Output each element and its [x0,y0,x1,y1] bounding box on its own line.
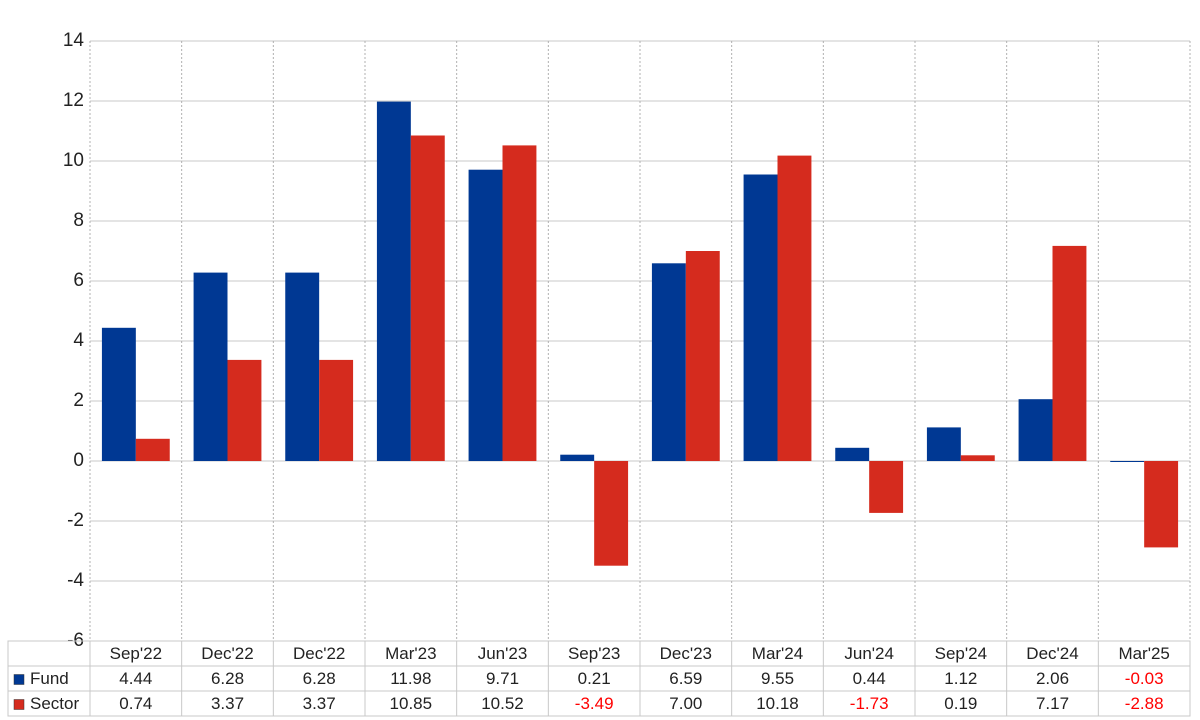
y-tick-label: 2 [73,390,84,411]
table-value: 10.85 [390,694,433,713]
x-tick-label: Dec'22 [201,644,253,663]
table-value: 4.44 [119,669,152,688]
bar [376,101,411,461]
legend-swatch [13,674,25,685]
table-value: 6.28 [211,669,244,688]
x-tick-label: Dec'22 [293,644,345,663]
table-value: 0.19 [944,694,977,713]
bar [227,359,262,461]
bar [410,135,445,461]
table-value: 9.55 [761,669,794,688]
bar [560,454,595,461]
table-value: 11.98 [390,669,431,688]
y-tick-label: 12 [63,90,84,111]
bar [101,327,136,461]
table-value: 2.06 [1036,669,1069,688]
legend-swatch [13,699,25,710]
table-value: 1.12 [944,669,977,688]
table-value: 10.18 [756,694,799,713]
table-value: 6.59 [669,669,702,688]
x-tick-label: Mar'23 [385,644,436,663]
x-tick-label: Mar'24 [752,644,803,663]
bar [1018,399,1053,461]
bar [319,359,354,461]
bar [869,461,904,513]
table-value: 0.74 [119,694,152,713]
bar [135,438,170,461]
bar [651,263,686,461]
x-tick-label: Jun'23 [478,644,528,663]
x-tick-label: Jun'24 [844,644,894,663]
x-tick-label: Sep'22 [110,644,162,663]
bar [468,169,503,461]
table-value: 9.71 [486,669,519,688]
table-value: 6.28 [303,669,336,688]
legend-label: Sector [30,694,79,713]
y-tick-label: 10 [63,150,84,171]
x-tick-label: Dec'24 [1026,644,1078,663]
bar [1144,461,1179,548]
table-value: -1.73 [850,694,889,713]
bar [1052,245,1087,461]
table-value: -2.88 [1125,694,1164,713]
y-tick-label: 6 [73,270,84,291]
bar [502,145,537,461]
y-tick-label: 0 [73,450,84,471]
table-value: 0.44 [853,669,886,688]
bar [926,427,961,461]
bar [960,455,995,461]
y-tick-label: 14 [63,30,85,51]
table-value: 7.00 [669,694,702,713]
table-value: -0.03 [1125,669,1164,688]
bar [743,174,778,461]
y-tick-label: 8 [73,210,84,231]
bar [835,447,870,461]
x-tick-label: Sep'23 [568,644,620,663]
bar [193,272,228,461]
y-tick-label: 4 [73,330,84,351]
bar [285,272,320,461]
x-tick-label: Dec'23 [660,644,712,663]
x-tick-label: Mar'25 [1118,644,1169,663]
y-tick-label: -4 [67,570,84,591]
bar [685,251,720,461]
table-value: 3.37 [211,694,244,713]
bar [1110,461,1145,462]
bar [777,155,812,461]
legend-label: Fund [30,669,69,688]
table-value: 7.17 [1036,694,1069,713]
bar [594,461,629,566]
x-tick-label: Sep'24 [935,644,987,663]
table-value: 0.21 [578,669,611,688]
table-value: 3.37 [303,694,336,713]
table-value: 10.52 [481,694,524,713]
table-value: -3.49 [575,694,614,713]
y-tick-label: -2 [67,510,84,531]
